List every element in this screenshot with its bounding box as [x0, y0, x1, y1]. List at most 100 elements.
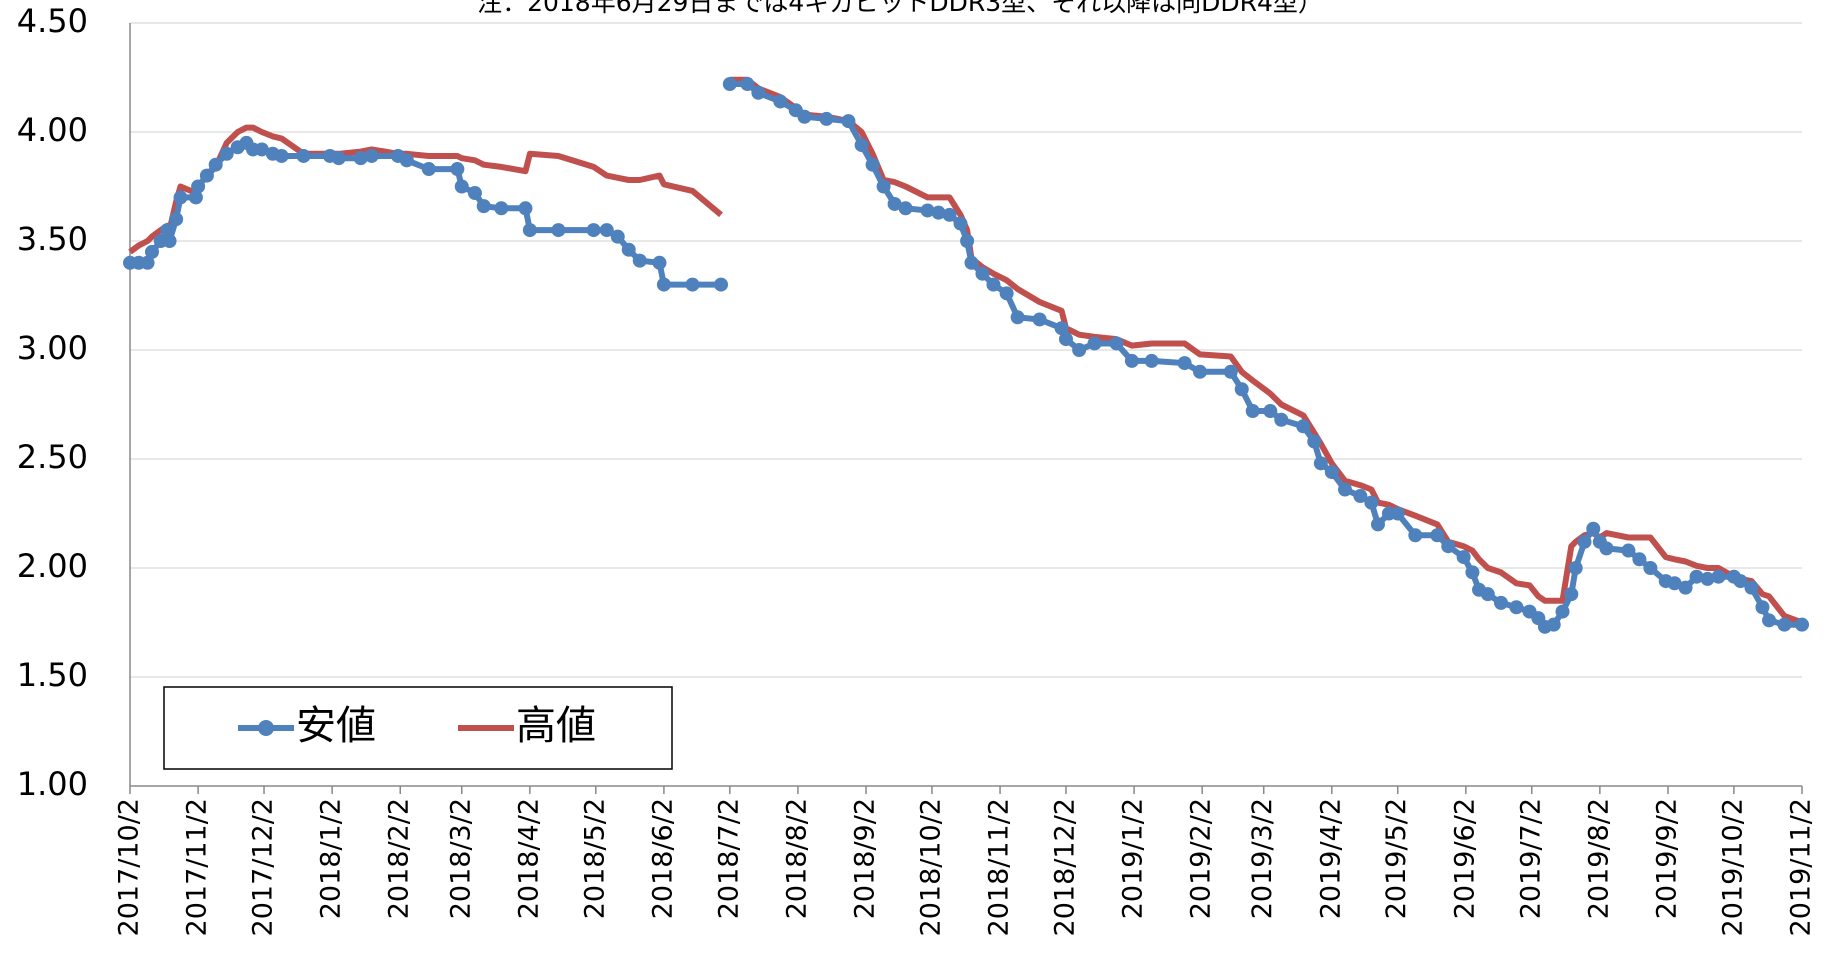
point: [188, 190, 203, 205]
point: [1087, 336, 1102, 351]
x-tick-label: 2018/12/2: [1049, 798, 1080, 936]
x-tick-label: 2019/1/2: [1118, 798, 1149, 919]
point: [140, 255, 155, 270]
point: [1430, 528, 1445, 543]
x-tick-label: 2018/11/2: [984, 798, 1015, 936]
point: [364, 148, 379, 163]
legend-label: 安値: [296, 703, 376, 749]
point: [476, 199, 491, 214]
x-tick-label: 2019/9/2: [1651, 798, 1682, 919]
point: [656, 277, 671, 292]
x-tick-label: 2018/9/2: [850, 798, 881, 919]
point: [296, 148, 311, 163]
point: [1564, 587, 1579, 602]
point: [841, 114, 856, 129]
point: [1296, 419, 1311, 434]
point: [1678, 580, 1693, 595]
point: [162, 234, 177, 248]
point: [1032, 312, 1047, 327]
x-tick-label: 2018/6/2: [647, 798, 678, 919]
point: [1465, 565, 1480, 580]
point: [1509, 600, 1524, 615]
point: [920, 203, 935, 218]
series-line: [128, 76, 1804, 626]
point: [1493, 595, 1508, 610]
point: [964, 255, 979, 270]
x-tick-label: 2019/3/2: [1247, 798, 1278, 919]
x-tick-label: 2019/4/2: [1315, 798, 1346, 919]
y-tick-label: 4.50: [17, 2, 88, 40]
point: [191, 179, 206, 194]
point: [722, 77, 737, 92]
point: [199, 168, 214, 183]
point: [1313, 456, 1328, 471]
point: [1599, 541, 1614, 556]
point: [1643, 561, 1658, 575]
point: [1744, 580, 1759, 595]
x-tick-label: 2018/7/2: [713, 798, 744, 919]
x-tick-label: 2018/5/2: [579, 798, 610, 919]
point: [450, 162, 465, 177]
point: [331, 151, 346, 166]
y-tick-label: 3.50: [17, 220, 88, 258]
x-tick-label: 2019/2/2: [1186, 798, 1217, 919]
point: [931, 205, 946, 220]
point: [353, 151, 368, 166]
point: [610, 229, 625, 244]
chart-note: 注：2018年6月29日までは4ギガビットDDR3型、それ以降は同DDR4型）: [477, 0, 1323, 17]
point: [1177, 356, 1192, 371]
point: [1072, 343, 1087, 357]
point: [160, 223, 175, 238]
point: [1263, 404, 1278, 419]
x-tick-label: 2019/11/2: [1786, 798, 1817, 936]
point: [421, 162, 436, 177]
x-tick-label: 2019/10/2: [1717, 798, 1748, 936]
point: [876, 179, 891, 194]
point: [1390, 506, 1405, 521]
point: [632, 253, 647, 268]
point: [999, 286, 1014, 301]
point: [1370, 517, 1385, 532]
point: [173, 190, 188, 205]
point: [1711, 569, 1726, 584]
point: [1109, 336, 1124, 351]
legend-marker: [258, 720, 274, 736]
x-tick-label: 2017/11/2: [182, 798, 213, 936]
point: [986, 277, 1001, 292]
point: [1795, 617, 1809, 632]
point: [1546, 617, 1561, 632]
point: [518, 201, 533, 216]
point: [1124, 353, 1139, 368]
point: [1353, 489, 1368, 504]
point: [854, 138, 869, 153]
point: [898, 201, 913, 216]
x-tick-label: 2018/3/2: [445, 798, 476, 919]
point: [1054, 321, 1069, 336]
point: [773, 94, 788, 109]
point: [1144, 353, 1159, 368]
x-tick-label: 2019/5/2: [1381, 798, 1412, 919]
y-tick-label: 2.00: [17, 547, 88, 585]
point: [169, 212, 184, 227]
point: [467, 186, 482, 201]
x-tick-label: 2018/8/2: [781, 798, 812, 919]
point: [960, 234, 975, 248]
point: [1338, 482, 1353, 497]
point: [208, 157, 223, 172]
point: [1755, 600, 1770, 615]
point: [1762, 613, 1777, 628]
point: [819, 111, 834, 126]
point: [652, 255, 667, 270]
point: [1245, 404, 1260, 419]
point: [942, 207, 957, 222]
point: [274, 148, 289, 163]
point: [740, 77, 755, 92]
point: [1456, 550, 1471, 565]
x-tick-label: 2017/10/2: [114, 798, 145, 936]
point: [454, 179, 469, 194]
x-tick-label: 2019/7/2: [1515, 798, 1546, 919]
point: [1700, 571, 1715, 586]
legend-label: 高値: [516, 703, 596, 749]
